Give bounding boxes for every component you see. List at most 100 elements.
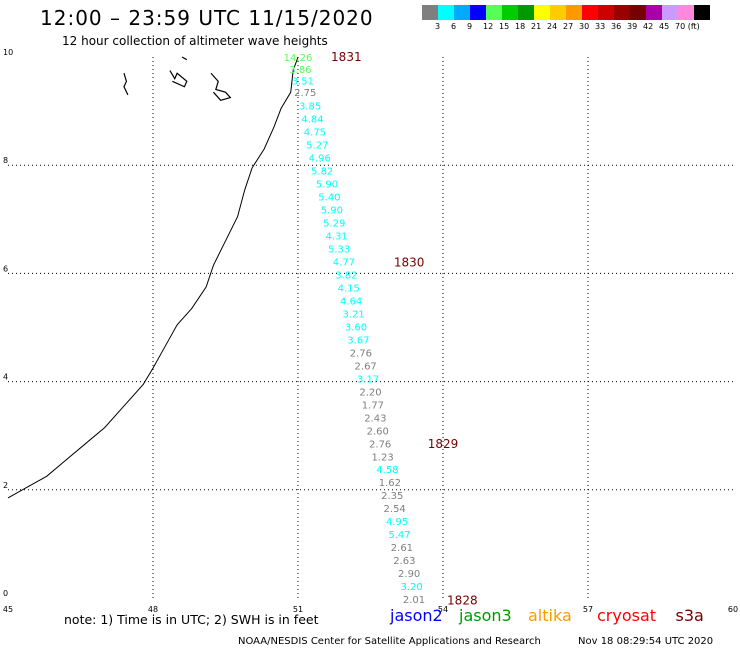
legend-swatch [486, 5, 502, 20]
legend-swatch [454, 5, 470, 20]
wave-height-label: 5.82 [311, 167, 333, 178]
wave-height-label: 3.60 [345, 322, 367, 333]
wave-height-label: 4.31 [326, 232, 348, 243]
wave-height-label: 2.60 [367, 426, 389, 437]
legend-swatch [502, 5, 518, 20]
wave-height-label: 2.20 [359, 387, 381, 398]
legend-label: 36 [611, 22, 622, 31]
credit-text: NOAA/NESDIS Center for Satellite Applica… [238, 636, 541, 647]
legend-swatch [694, 5, 710, 20]
y-tick-label: 0 [3, 589, 8, 598]
y-tick-label: 4 [3, 373, 8, 382]
wave-height-label: 2.90 [398, 569, 420, 580]
coastline [7, 56, 299, 499]
wave-height-label: 4.64 [340, 296, 362, 307]
wave-height-label: 4.15 [338, 283, 360, 294]
pass-time-label: 1830 [394, 256, 425, 270]
wave-height-label: 2.63 [393, 556, 415, 567]
x-tick-label: 57 [583, 605, 593, 614]
wave-height-label: 5.90 [316, 180, 338, 191]
color-scale-labels: 3 6 9 12 15 18 21 24 27 30 33 36 39 42 45 70 (ft) [422, 22, 740, 34]
legend-swatch [646, 5, 662, 20]
wave-height-label: 5.27 [306, 141, 328, 152]
satellite-s3a: s3a [675, 606, 704, 625]
wave-height-label: 3.51 [292, 76, 314, 87]
legend-label: 21 [531, 22, 542, 31]
legend-label: 27 [563, 22, 574, 31]
wave-height-label: 5.47 [388, 530, 410, 541]
legend-swatch [550, 5, 566, 20]
wave-height-label: 2.76 [369, 439, 391, 450]
legend-label: 42 [643, 22, 654, 31]
island [123, 73, 129, 96]
legend-swatch [662, 5, 678, 20]
wave-height-label: 5.29 [323, 219, 345, 230]
wave-height-label: 4.75 [304, 128, 326, 139]
wave-height-label: 2.76 [350, 348, 372, 359]
legend-swatch [630, 5, 646, 20]
legend-label: 12 [483, 22, 494, 31]
legend-label: 30 [579, 22, 590, 31]
legend-label: 15 [499, 22, 510, 31]
wave-height-label: 3.82 [335, 270, 357, 281]
page-title: 12:00 – 23:59 UTC 11/15/2020 [40, 6, 374, 30]
legend-swatch [422, 5, 438, 20]
wave-height-label: 1.62 [379, 478, 401, 489]
legend-swatch [518, 5, 534, 20]
x-tick-label: 51 [293, 605, 303, 614]
wave-height-label: 3.86 [289, 65, 311, 76]
pass-time-label: 1829 [428, 437, 459, 451]
wave-height-label: 2.54 [384, 504, 406, 515]
pass-time-label: 1831 [331, 50, 362, 64]
legend-swatch [438, 5, 454, 20]
footer-note: note: 1) Time is in UTC; 2) SWH is in fe… [64, 612, 319, 627]
legend-swatch [534, 5, 550, 20]
wave-height-label: 3.85 [299, 102, 321, 113]
legend-swatch [598, 5, 614, 20]
wave-height-label: 3.67 [347, 335, 369, 346]
legend-label: 9 [467, 22, 473, 31]
y-tick-label: 2 [3, 481, 8, 490]
wave-height-label: 5.90 [321, 206, 343, 217]
x-tick-label: 60 [728, 605, 738, 614]
satellite-cryosat: cryosat [597, 606, 657, 625]
wave-height-label: 4.58 [376, 465, 398, 476]
x-tick-label: 45 [3, 605, 13, 614]
wave-height-label: 4.95 [386, 517, 408, 528]
y-tick-label: 10 [3, 48, 13, 57]
generated-timestamp: Nov 18 08:29:54 UTC 2020 [578, 636, 714, 647]
legend-label: 39 [627, 22, 638, 31]
wave-height-label: 3.20 [400, 582, 422, 593]
wave-height-label: 4.77 [333, 257, 355, 268]
island [169, 70, 188, 88]
satellite-altika: altika [528, 606, 572, 625]
legend-label: 70 (ft) [675, 22, 700, 31]
legend-swatch [614, 5, 630, 20]
legend-swatch [566, 5, 582, 20]
legend-swatch [470, 5, 486, 20]
legend-swatch [678, 5, 694, 20]
y-tick-label: 8 [3, 156, 8, 165]
island [181, 56, 188, 61]
y-tick-label: 6 [3, 264, 8, 273]
legend-label: 18 [515, 22, 526, 31]
wave-height-label: 2.43 [364, 413, 386, 424]
legend-swatch [582, 5, 598, 20]
wave-height-label: 2.67 [355, 361, 377, 372]
wave-height-label: 5.40 [318, 193, 340, 204]
wave-height-label: 3.21 [342, 309, 364, 320]
wave-height-label: 1.77 [362, 400, 384, 411]
legend-label: 45 [659, 22, 670, 31]
wave-height-label: 4.84 [301, 115, 323, 126]
satellite-jason2: jason2 [390, 606, 443, 625]
wave-height-label: 2.35 [381, 491, 403, 502]
color-scale-legend [422, 5, 710, 20]
wave-height-label: 2.61 [391, 543, 413, 554]
legend-label: 33 [595, 22, 606, 31]
x-tick-label: 54 [438, 605, 448, 614]
legend-label: 6 [451, 22, 457, 31]
wave-height-label: 2.01 [403, 595, 425, 606]
pass-time-label: 1828 [447, 594, 478, 608]
wave-height-label: 2.75 [294, 88, 316, 99]
